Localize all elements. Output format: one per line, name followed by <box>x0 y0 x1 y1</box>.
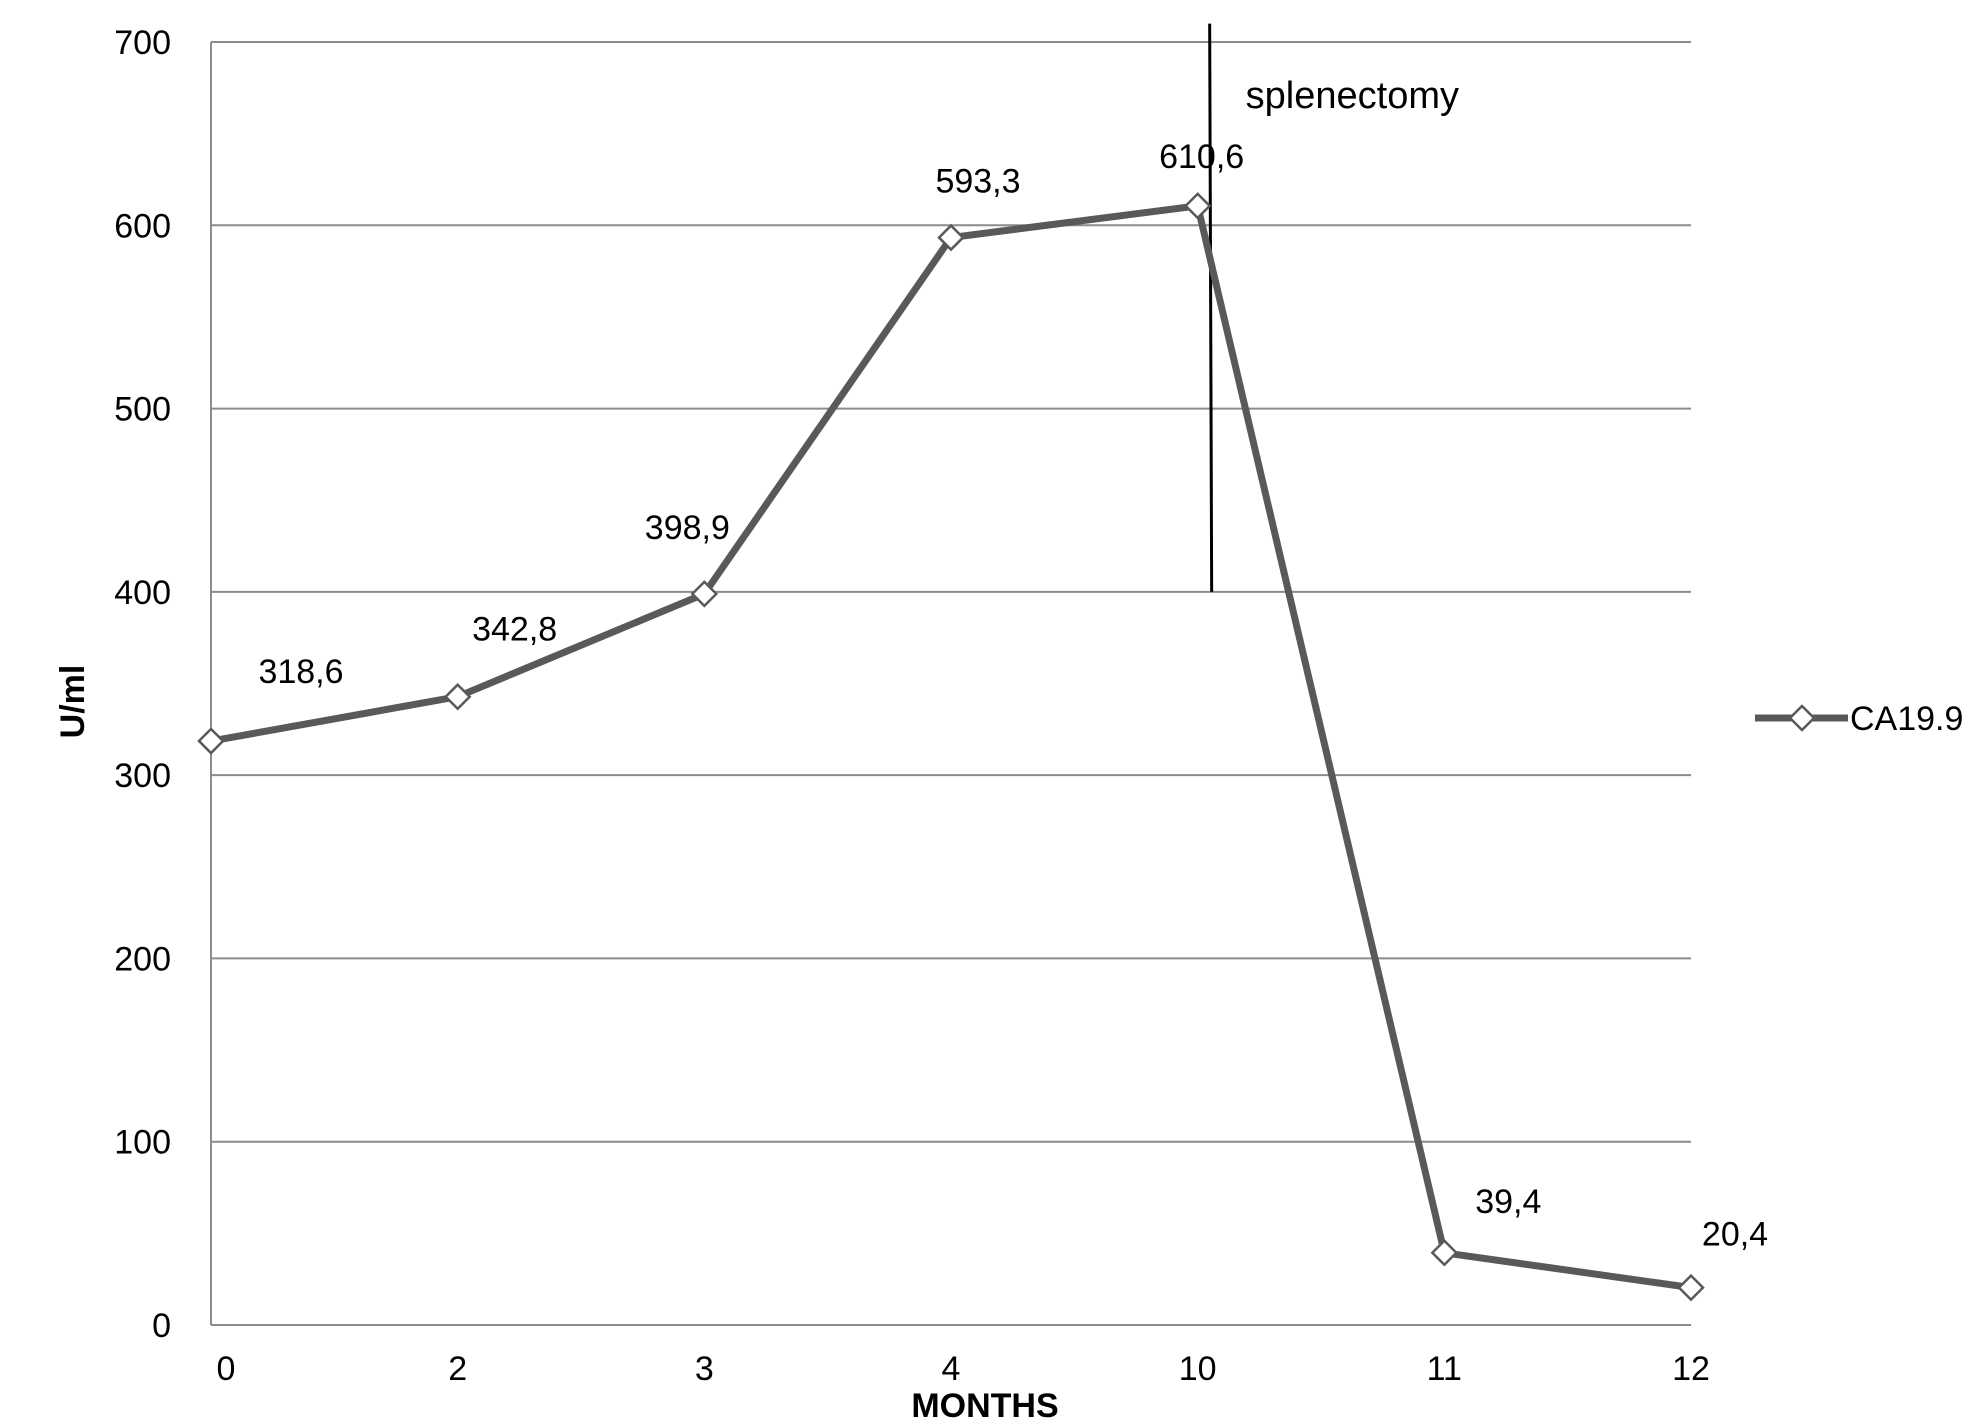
data-label: 593,3 <box>935 163 1020 201</box>
legend-label: CA19.9 <box>1850 700 1963 738</box>
x-tick-label: 3 <box>695 1350 714 1388</box>
data-label: 39,4 <box>1475 1183 1541 1221</box>
data-point-marker <box>937 223 965 252</box>
data-label: 342,8 <box>472 611 557 649</box>
splenectomy-marker-line <box>1208 23 1214 592</box>
y-tick-label: 700 <box>114 24 171 62</box>
data-point-marker <box>1430 1239 1459 1267</box>
y-tick-label: 300 <box>114 757 171 795</box>
y-axis-title: U/ml <box>54 665 92 739</box>
y-tick-labels: 0 100 200 300 400 500 600 700 <box>114 24 171 1345</box>
y-tick-label: 200 <box>114 940 171 978</box>
series-group <box>197 192 1705 1302</box>
axes <box>210 42 1691 1326</box>
x-tick-labels: 0 2 3 4 10 11 12 <box>217 1350 1710 1388</box>
data-label: 610,6 <box>1159 138 1244 176</box>
y-tick-label: 100 <box>114 1124 171 1162</box>
legend-marker <box>1788 704 1816 732</box>
annotation-group: splenectomy <box>1208 23 1459 592</box>
splenectomy-annotation: splenectomy <box>1246 75 1459 117</box>
data-label: 398,9 <box>645 509 730 547</box>
x-tick-label: 12 <box>1672 1350 1710 1388</box>
series-line-ca199 <box>210 202 1692 1292</box>
data-label: 20,4 <box>1702 1216 1768 1254</box>
data-point-marker <box>1677 1273 1705 1302</box>
x-tick-label: 10 <box>1179 1350 1217 1388</box>
data-point-marker <box>690 580 719 608</box>
data-point-marker <box>197 727 225 755</box>
data-label: 318,6 <box>258 653 343 691</box>
x-tick-label: 4 <box>942 1350 961 1388</box>
x-tick-label: 0 <box>217 1350 236 1388</box>
gridlines <box>211 41 1691 1143</box>
data-point-marker <box>1183 192 1212 220</box>
x-tick-label: 2 <box>448 1350 467 1388</box>
data-point-marker <box>443 682 472 711</box>
x-axis-title: MONTHS <box>911 1387 1058 1420</box>
data-labels: 318,6 342,8 398,9 593,3 610,6 39,4 20,4 <box>258 138 1768 1254</box>
y-tick-label: 0 <box>152 1307 171 1345</box>
x-tick-label: 11 <box>1427 1350 1462 1388</box>
y-tick-label: 400 <box>114 574 171 612</box>
y-tick-label: 600 <box>114 207 171 245</box>
legend: CA19.9 <box>1755 700 1963 738</box>
y-tick-label: 500 <box>114 391 171 429</box>
